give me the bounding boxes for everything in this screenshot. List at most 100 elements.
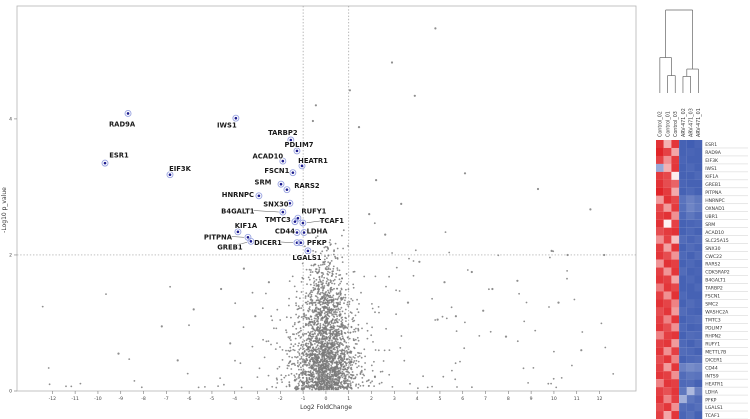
- data-point: [298, 376, 301, 379]
- data-point: [344, 374, 347, 377]
- data-point: [336, 383, 338, 386]
- heatmap-cell: [686, 323, 695, 332]
- data-point: [400, 202, 403, 205]
- gene-label: ACAD10: [253, 152, 284, 160]
- heatmap-cell: [694, 307, 703, 316]
- heatmap-row-label: RHPN2: [705, 333, 721, 339]
- data-point: [316, 297, 319, 299]
- data-point: [309, 384, 312, 387]
- heatmap-cell: [663, 140, 672, 149]
- data-point: [325, 354, 328, 357]
- data-point: [286, 353, 288, 355]
- data-point: [406, 301, 410, 304]
- data-point: [293, 362, 296, 365]
- data-point: [450, 306, 453, 309]
- data-point: [337, 307, 340, 310]
- data-point: [338, 377, 341, 380]
- data-point: [290, 316, 292, 319]
- data-point: [307, 244, 309, 247]
- data-point: [298, 315, 300, 318]
- data-point: [413, 94, 416, 97]
- data-point: [314, 263, 316, 266]
- heatmap-cell: [694, 331, 703, 340]
- data-point: [324, 320, 326, 323]
- data-point: [329, 323, 332, 326]
- data-point: [390, 61, 394, 64]
- gene-point: [296, 216, 300, 220]
- data-point: [299, 358, 301, 361]
- data-point: [305, 292, 308, 294]
- gene-point-ring: [289, 169, 297, 177]
- heatmap-cell: [656, 259, 664, 268]
- data-point: [330, 364, 333, 367]
- data-point: [317, 334, 320, 336]
- data-point: [318, 288, 320, 291]
- x-tick-label: 6: [461, 396, 464, 402]
- x-tick-label: -5: [210, 396, 215, 402]
- heatmap-cell: [656, 227, 664, 236]
- data-point: [326, 299, 329, 302]
- gene-label: RUFY1: [301, 207, 326, 215]
- data-point: [298, 354, 301, 356]
- data-point: [395, 289, 397, 292]
- gene-label: SRM: [255, 178, 272, 186]
- heatmap-cell: [671, 211, 680, 220]
- data-point: [331, 371, 334, 374]
- heatmap-cell: [686, 379, 695, 388]
- data-point: [344, 299, 346, 302]
- data-point: [285, 385, 288, 388]
- data-point: [307, 350, 310, 353]
- data-point: [335, 364, 338, 367]
- data-point: [310, 324, 313, 327]
- data-point: [318, 379, 320, 381]
- data-point: [305, 316, 308, 319]
- data-point: [313, 301, 316, 304]
- data-point: [322, 349, 325, 351]
- heatmap-cell: [694, 291, 703, 300]
- heatmap-cell: [686, 299, 695, 308]
- data-point: [573, 298, 576, 301]
- heatmap-row-label: RUFY1: [705, 341, 720, 347]
- data-point: [334, 340, 337, 342]
- data-point: [339, 294, 342, 296]
- data-point: [346, 303, 349, 306]
- data-point: [354, 354, 357, 356]
- data-point: [335, 331, 338, 333]
- data-point: [313, 280, 316, 283]
- data-point: [261, 240, 264, 243]
- data-point: [372, 341, 374, 343]
- data-point: [290, 368, 293, 370]
- data-point: [326, 359, 328, 362]
- data-point: [318, 269, 321, 271]
- data-point: [334, 343, 336, 345]
- heatmap-row-label: WASHC2A: [705, 310, 729, 316]
- data-point: [349, 382, 352, 384]
- data-point: [330, 345, 333, 348]
- data-point: [295, 373, 298, 375]
- x-tick-label: 9: [530, 396, 533, 402]
- data-point: [333, 347, 336, 349]
- heatmap-cell: [671, 147, 680, 156]
- gene-label: ESR1: [109, 151, 129, 159]
- data-point: [571, 364, 573, 367]
- heatmap-cell: [686, 315, 695, 324]
- data-point: [356, 343, 358, 345]
- data-point: [295, 333, 298, 335]
- data-point: [140, 386, 143, 389]
- data-point: [323, 285, 326, 287]
- heatmap-cell: [694, 403, 703, 412]
- heatmap-cell: [663, 219, 672, 228]
- data-point: [318, 352, 321, 355]
- data-point: [311, 330, 314, 333]
- data-point: [351, 364, 354, 366]
- data-point: [323, 328, 325, 330]
- data-point: [325, 280, 328, 283]
- data-point: [316, 354, 319, 356]
- data-point: [354, 338, 357, 341]
- heatmap-cell: [686, 355, 695, 364]
- data-point: [295, 304, 298, 307]
- heatmap-cell: [679, 211, 687, 220]
- data-point: [327, 322, 330, 325]
- data-point: [308, 366, 311, 369]
